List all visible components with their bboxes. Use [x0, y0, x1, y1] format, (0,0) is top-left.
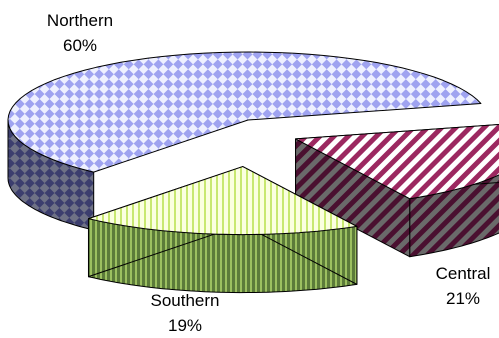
slice-southern-top	[88, 166, 358, 236]
labels-layer: Northern 60% Central 21% Southern 19%	[47, 11, 490, 335]
slice-central-top	[295, 123, 499, 200]
label-central-name: Central	[436, 264, 491, 283]
label-southern-value: 19%	[168, 316, 202, 335]
slices-layer	[7, 51, 499, 294]
label-southern-name: Southern	[151, 291, 220, 310]
label-central-value: 21%	[446, 289, 480, 308]
label-northern-name: Northern	[47, 11, 113, 30]
slice-northern-top	[7, 51, 482, 173]
label-northern-value: 60%	[63, 36, 97, 55]
